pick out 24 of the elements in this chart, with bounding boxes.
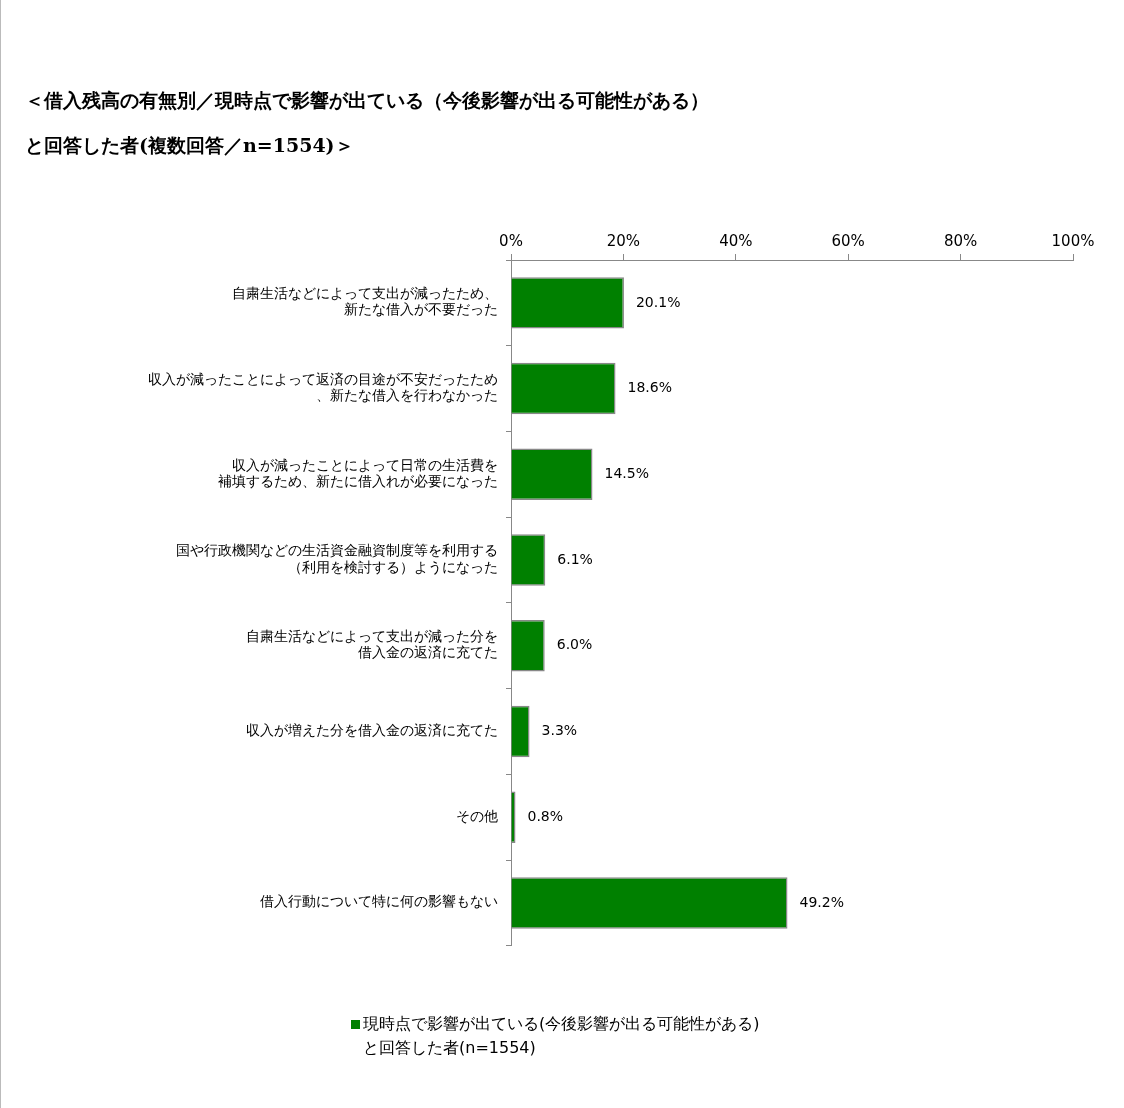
y-tick-label: 収入が減ったことによって日常の生活費を補填するため、新たに借入れが必要になった <box>218 456 498 489</box>
chart-title: ＜借入残高の有無別／現時点で影響が出ている（今後影響が出る可能性がある）と回答した者(複数回答／n=1554)＞ <box>25 89 709 156</box>
y-tick-label: 収入が増えた分を借入金の返済に充てた <box>246 721 498 738</box>
legend-label: 現時点で影響が出ている(今後影響が出る可能性がある)と回答した者(n=1554) <box>363 1013 761 1059</box>
data-label: 49.2% <box>799 893 844 910</box>
x-tick-label: 60% <box>831 231 865 250</box>
data-label: 6.1% <box>557 550 593 567</box>
x-tick-label: 80% <box>943 231 978 250</box>
data-label: 18.6% <box>627 379 673 396</box>
x-tick-label: 100% <box>1051 231 1095 250</box>
y-tick-label: 収入が減ったことによって返済の目途が不安だったため、新たな借入を行わなかった <box>148 370 498 404</box>
data-label: 0.8% <box>527 807 564 824</box>
data-label: 3.3% <box>541 722 578 739</box>
y-tick-label: 自粛生活などによって支出が減った分を借入金の返済に充てた <box>246 628 498 661</box>
x-tick-label: 40% <box>719 231 753 250</box>
y-tick-label: その他 <box>456 807 498 824</box>
x-tick-label: 0% <box>499 231 523 250</box>
y-tick-label: 国や行政機関などの生活資金融資制度等を利用する（利用を検討する）ようになった <box>176 542 498 575</box>
data-label: 20.1% <box>635 293 681 310</box>
data-label: 14.5% <box>604 464 649 481</box>
x-tick-label: 20% <box>606 231 641 250</box>
data-label: 6.0% <box>556 636 593 653</box>
y-tick-label: 自粛生活などによって支出が減ったため、新たな借入が不要だった <box>232 285 498 318</box>
y-tick-label: 借入行動について特に何の影響もない <box>260 893 498 910</box>
